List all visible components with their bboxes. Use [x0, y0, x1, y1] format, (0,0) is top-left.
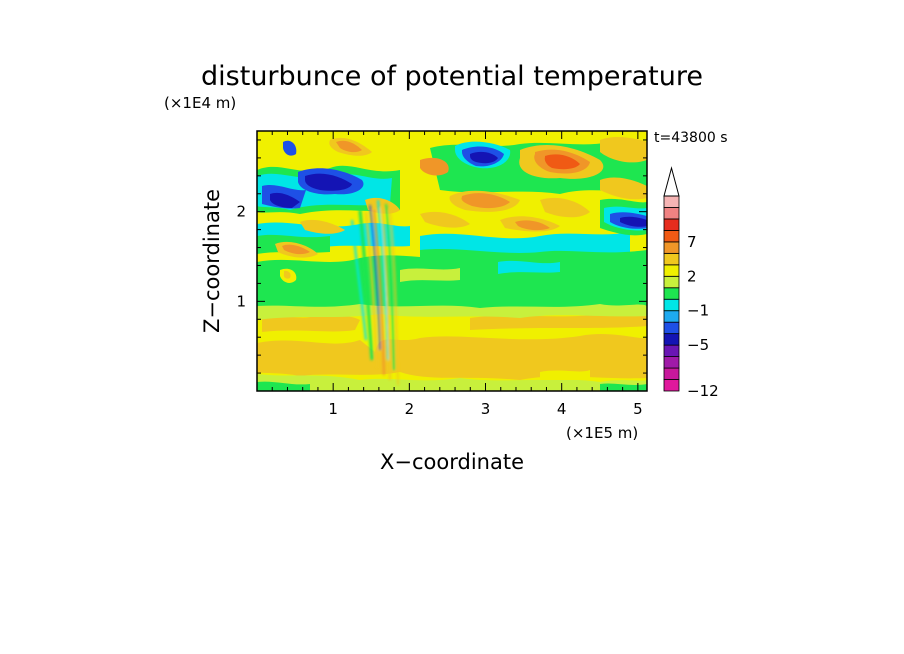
colorbar-swatch — [663, 264, 680, 277]
x-scale-label: (×1E5 m) — [566, 424, 638, 442]
colorbar-label: −1 — [687, 302, 709, 320]
colorbar-swatch — [663, 344, 680, 357]
x-tick-label: 4 — [557, 400, 567, 418]
colorbar-swatch — [663, 367, 680, 380]
colorbar-swatch — [663, 218, 680, 231]
colorbar-label: −5 — [687, 336, 709, 354]
plot-area — [257, 131, 647, 391]
plot-frame — [256, 130, 648, 392]
colorbar-swatch — [663, 298, 680, 312]
y-axis-label: Z−coordinate — [200, 189, 224, 333]
colorbar-swatch — [663, 252, 680, 266]
colorbar-swatch — [663, 230, 680, 243]
x-tick-label: 1 — [328, 400, 338, 418]
lower-yellow-band — [257, 313, 647, 391]
colorbar-swatch — [663, 379, 680, 392]
colorbar-swatch — [663, 310, 680, 323]
x-tick-label: 3 — [481, 400, 491, 418]
colorbar-label: −12 — [687, 382, 719, 400]
colorbar-swatch — [663, 275, 680, 289]
x-tick-label: 5 — [633, 400, 643, 418]
colorbar-label: 7 — [687, 233, 697, 251]
colorbar: −12−5−127 — [663, 166, 719, 400]
colorbar-label: 2 — [687, 267, 697, 285]
colorbar-swatch — [663, 195, 680, 208]
gravity-wave-striations — [351, 199, 399, 386]
y-scale-label: (×1E4 m) — [164, 94, 236, 112]
x-axis: 1 2 3 4 5 — [271, 131, 643, 418]
colorbar-extend-arrow — [663, 166, 680, 197]
colorbar-swatch — [663, 321, 680, 335]
colorbar-swatch — [663, 287, 680, 300]
colorbar-swatch — [663, 207, 680, 220]
y-axis: 12 — [236, 139, 647, 374]
middle-green-band — [257, 255, 647, 320]
upper-band — [257, 136, 647, 282]
y-tick-label: 1 — [236, 292, 246, 310]
time-label: t=43800 s — [654, 130, 728, 146]
colorbar-swatch — [663, 333, 680, 346]
colorbar-swatch — [663, 241, 680, 254]
colorbar-swatch — [663, 356, 680, 369]
y-tick-label: 2 — [236, 203, 246, 221]
x-axis-label: X−coordinate — [380, 450, 524, 474]
x-tick-label: 2 — [405, 400, 415, 418]
chart-title: disturbunce of potential temperature — [201, 61, 703, 92]
